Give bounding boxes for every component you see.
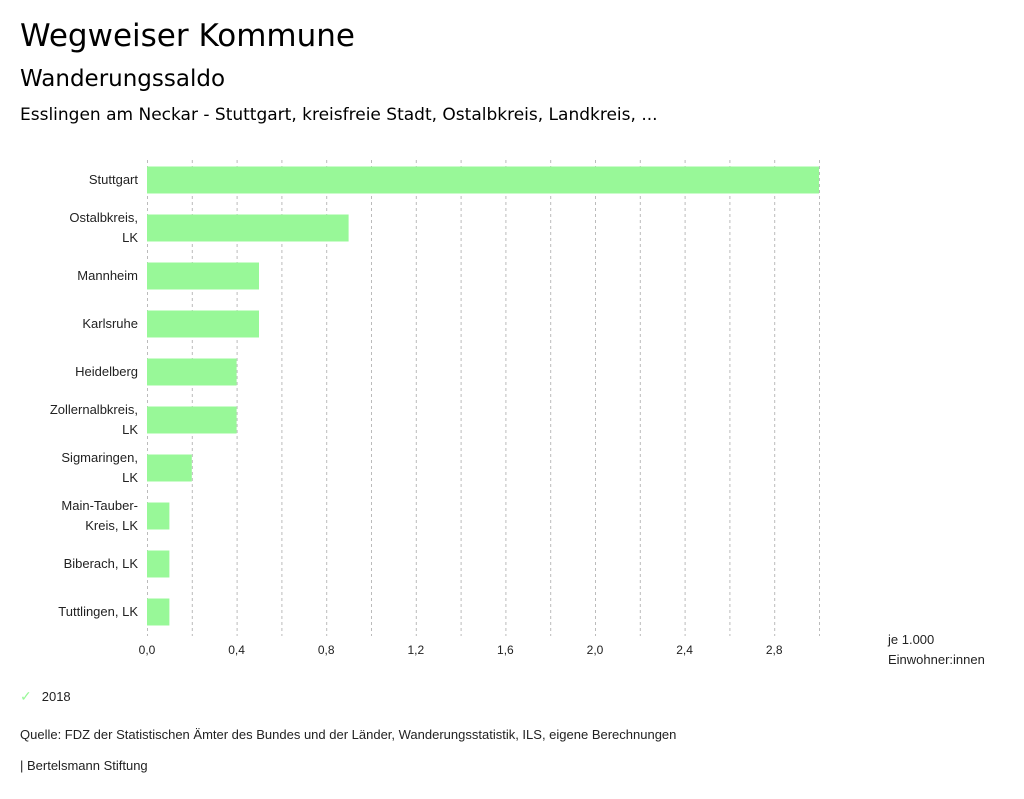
x-tick-label: 0,0 bbox=[139, 643, 156, 657]
category-label-line: Main-Tauber- bbox=[61, 498, 138, 513]
bar[interactable] bbox=[147, 454, 192, 482]
category-label-line: LK bbox=[122, 422, 138, 437]
category-label-line: Zollernalbkreis, bbox=[50, 402, 138, 417]
category-label-line: Ostalbkreis, bbox=[69, 210, 138, 225]
category-label: Zollernalbkreis, LK bbox=[50, 402, 138, 437]
category-label: Stuttgart bbox=[89, 172, 139, 187]
x-tick-label: 2,4 bbox=[676, 643, 693, 657]
x-tick-label: 2,0 bbox=[587, 643, 604, 657]
category-label-line: Tuttlingen, LK bbox=[58, 604, 138, 619]
bar[interactable] bbox=[147, 358, 237, 386]
category-label-line: Sigmaringen, bbox=[61, 450, 138, 465]
legend-label: 2018 bbox=[41, 689, 71, 704]
category-label: Ostalbkreis, LK bbox=[69, 210, 138, 245]
category-label-line: Biberach, LK bbox=[64, 556, 139, 571]
legend-item-2018[interactable]: ✓ 2018 bbox=[20, 688, 71, 705]
category-label: Mannheim bbox=[77, 268, 138, 283]
x-tick-label: 0,8 bbox=[318, 643, 335, 657]
category-label: Sigmaringen, LK bbox=[61, 450, 138, 485]
bar[interactable] bbox=[147, 598, 170, 626]
check-icon: ✓ bbox=[20, 688, 32, 704]
x-tick-label: 0,4 bbox=[228, 643, 245, 657]
category-label-line: Stuttgart bbox=[89, 172, 139, 187]
bar[interactable] bbox=[147, 310, 259, 338]
x-tick-label: 2,8 bbox=[766, 643, 783, 657]
category-label: Tuttlingen, LK bbox=[58, 604, 138, 619]
x-axis-unit-line1: je 1.000 bbox=[888, 632, 935, 647]
category-label-line: Kreis, LK bbox=[85, 518, 138, 533]
bar[interactable] bbox=[147, 406, 237, 434]
category-label-line: Mannheim bbox=[77, 268, 138, 283]
bar[interactable] bbox=[147, 502, 170, 530]
source-note: Quelle: FDZ der Statistischen Ämter des … bbox=[20, 727, 677, 742]
x-axis-unit: je 1.000 Einwohner:innen bbox=[888, 630, 985, 670]
bar[interactable] bbox=[147, 166, 819, 194]
bar[interactable] bbox=[147, 550, 170, 578]
category-label: Main-Tauber- Kreis, LK bbox=[61, 498, 138, 533]
x-axis-unit-line2: Einwohner:innen bbox=[888, 652, 985, 667]
category-label: Karlsruhe bbox=[82, 316, 138, 331]
page-title: Wegweiser Kommune bbox=[20, 18, 355, 54]
category-label: Biberach, LK bbox=[64, 556, 139, 571]
category-label-line: LK bbox=[122, 230, 138, 245]
category-label-line: Heidelberg bbox=[75, 364, 138, 379]
brand-note: | Bertelsmann Stiftung bbox=[20, 758, 148, 773]
bar[interactable] bbox=[147, 262, 259, 290]
category-label: Heidelberg bbox=[75, 364, 138, 379]
region-label: Esslingen am Neckar - Stuttgart, kreisfr… bbox=[20, 105, 658, 125]
category-label-line: LK bbox=[122, 470, 138, 485]
x-tick-label: 1,2 bbox=[407, 643, 424, 657]
category-label-line: Karlsruhe bbox=[82, 316, 138, 331]
bar[interactable] bbox=[147, 214, 349, 242]
chart-subtitle: Wanderungssaldo bbox=[20, 66, 226, 92]
x-tick-label: 1,6 bbox=[497, 643, 514, 657]
